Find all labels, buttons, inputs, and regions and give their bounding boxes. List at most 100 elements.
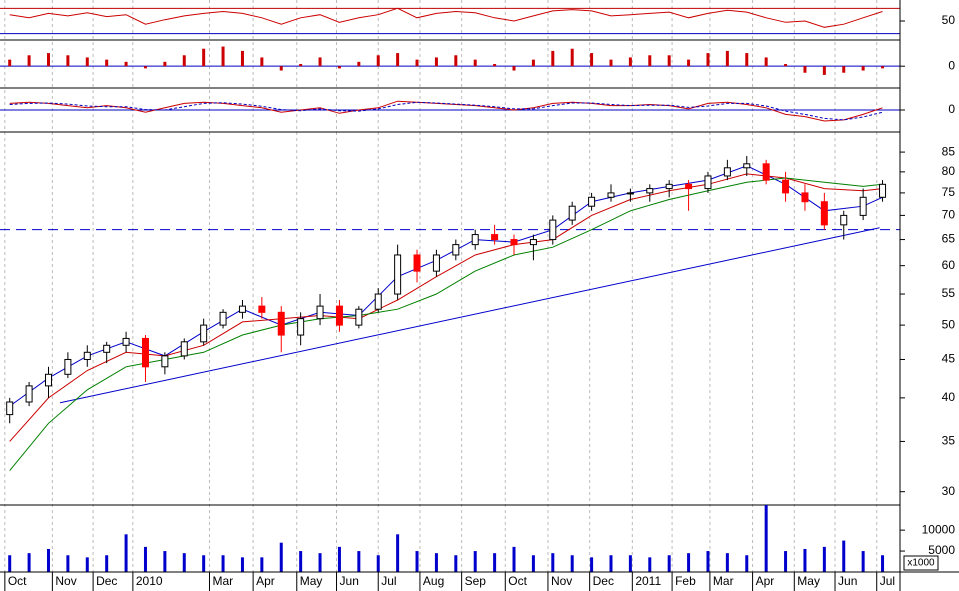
bar	[881, 555, 885, 572]
y-tick-label: 45	[942, 352, 956, 366]
candle-body	[161, 355, 169, 368]
bar	[493, 553, 497, 572]
candle-body	[25, 385, 33, 403]
bar	[687, 553, 691, 572]
bar	[434, 57, 438, 67]
candle-body	[588, 196, 596, 207]
bar	[745, 53, 749, 67]
bar	[85, 557, 89, 572]
candle-body	[141, 337, 149, 368]
bar	[143, 66, 147, 69]
bar	[590, 53, 594, 67]
y-tick-label: 80	[942, 164, 956, 178]
y-tick-label: 70	[942, 208, 956, 222]
candle-body	[646, 188, 654, 194]
bar	[551, 50, 555, 67]
candle-body	[394, 254, 402, 295]
bar	[784, 551, 788, 572]
x-tick-label: Nov	[551, 574, 572, 588]
bar	[46, 548, 50, 572]
x-tick-label: May	[300, 574, 323, 588]
bar	[143, 546, 147, 572]
bar	[376, 555, 380, 572]
bar	[299, 551, 303, 572]
candle-body	[704, 175, 712, 190]
bar	[337, 546, 341, 572]
bar	[240, 557, 244, 572]
bar	[706, 551, 710, 572]
bar	[337, 66, 341, 69]
x-tick-label: Apr	[756, 574, 775, 588]
candle-body	[782, 179, 790, 194]
candle-body	[122, 337, 130, 346]
candle-body	[471, 234, 479, 246]
candle-body	[103, 344, 111, 353]
bar	[842, 540, 846, 572]
y-tick-label: 0	[948, 102, 955, 116]
bar	[745, 555, 749, 572]
bar	[551, 553, 555, 572]
bar	[202, 48, 206, 67]
bar	[531, 59, 535, 67]
bar	[357, 551, 361, 572]
moving-average	[9, 177, 883, 471]
unit-box	[903, 555, 939, 571]
candle-body	[491, 234, 499, 241]
candle-body	[879, 183, 887, 198]
x-tick-label: Jun	[340, 574, 359, 588]
candle-body	[44, 373, 52, 387]
bar	[396, 534, 400, 572]
candle-body	[607, 192, 615, 198]
x-tick-label: Feb	[675, 574, 696, 588]
bar	[687, 59, 691, 67]
candle-body	[840, 214, 848, 226]
candle-body	[238, 305, 246, 313]
candle-body	[258, 305, 266, 313]
x-tick-label: Oct	[508, 574, 527, 588]
x-tick-label: Jul	[381, 574, 396, 588]
bar	[822, 546, 826, 572]
bar	[202, 555, 206, 572]
bar	[163, 551, 167, 572]
candle-body	[510, 239, 518, 246]
x-tick-label: Jun	[838, 574, 857, 588]
bar	[85, 57, 89, 67]
bar	[260, 57, 264, 67]
bar	[27, 553, 31, 572]
candle-body	[801, 192, 809, 203]
y-tick-label: 85	[942, 144, 956, 158]
bar	[66, 555, 70, 572]
bar	[415, 59, 419, 67]
candle-body	[6, 401, 14, 416]
bar	[784, 64, 788, 67]
y-tick-label: 0	[948, 58, 955, 72]
x-tick-label: 2010	[136, 574, 163, 588]
bar	[628, 57, 632, 67]
candle-body	[316, 305, 324, 320]
bar	[105, 59, 109, 67]
candle-body	[277, 311, 285, 336]
bar	[182, 553, 186, 572]
x-tick-label: May	[797, 574, 820, 588]
x-tick-label: Dec	[96, 574, 117, 588]
candle-body	[355, 308, 363, 326]
y-tick-label: 35	[942, 434, 956, 448]
bar	[182, 55, 186, 67]
bar	[667, 55, 671, 67]
candle-body	[568, 205, 576, 221]
y-tick-label: 10000	[922, 522, 956, 536]
candle-body	[452, 244, 460, 256]
bar	[609, 59, 613, 67]
bar	[260, 557, 264, 572]
candle-body	[820, 201, 828, 226]
bar	[8, 555, 12, 572]
candle-body	[723, 167, 731, 177]
bar	[842, 66, 846, 73]
candle-body	[859, 196, 867, 216]
bar	[46, 53, 50, 67]
bar	[493, 64, 497, 67]
x-tick-label: Sep	[465, 574, 487, 588]
bar	[299, 64, 303, 67]
